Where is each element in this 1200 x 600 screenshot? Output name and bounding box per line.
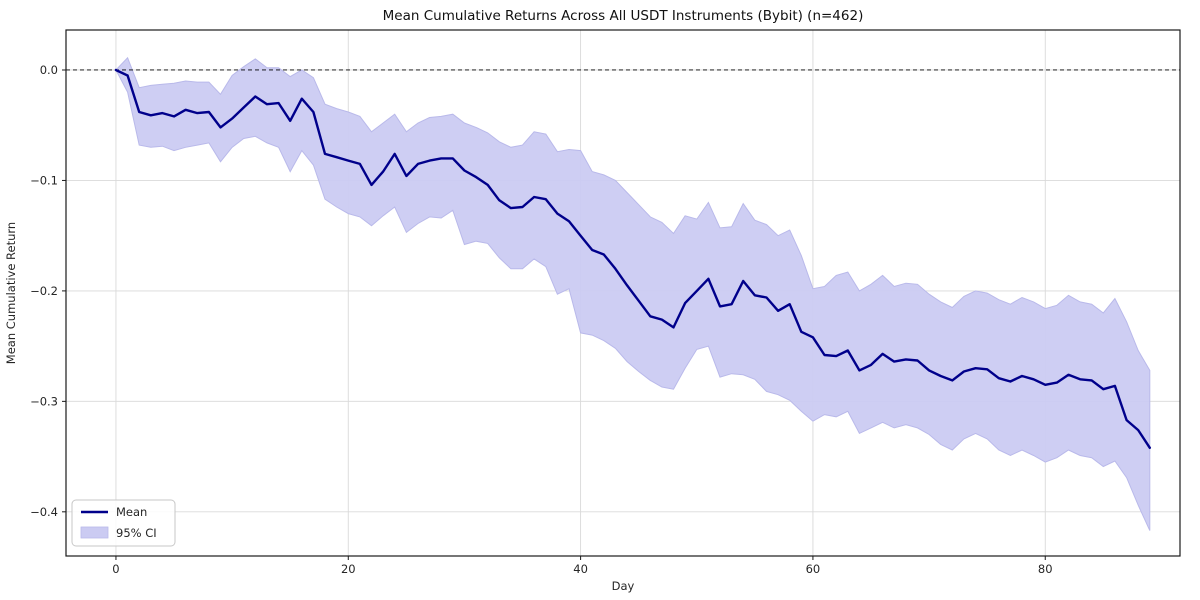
tick-labels: 0 20 40 60 80 0.0 −0.1 −0.2 −0.3 −0.4	[30, 63, 1053, 576]
x-tick-label: 0	[112, 562, 119, 576]
mean-line	[114, 68, 1151, 449]
axis-ticks	[62, 69, 1046, 560]
y-tick-label: −0.2	[30, 284, 58, 298]
legend-ci-label: 95% CI	[116, 526, 157, 540]
y-tick-label: −0.1	[30, 173, 58, 187]
x-tick-label: 20	[341, 562, 356, 576]
x-tick-label: 60	[806, 562, 821, 576]
chart-title: Mean Cumulative Returns Across All USDT …	[383, 8, 864, 24]
x-tick-label: 80	[1038, 562, 1053, 576]
legend-mean-label: Mean	[116, 505, 147, 519]
y-axis-label: Mean Cumulative Return	[4, 222, 18, 364]
plot-border	[65, 29, 1181, 557]
y-tick-label: 0.0	[40, 63, 58, 77]
y-tick-label: −0.3	[30, 394, 58, 408]
x-tick-label: 40	[573, 562, 588, 576]
x-axis-label: Day	[612, 579, 635, 593]
legend-ci-patch-swatch	[80, 526, 109, 539]
legend: Mean 95% CI	[71, 499, 176, 547]
y-tick-label: −0.4	[30, 505, 58, 519]
